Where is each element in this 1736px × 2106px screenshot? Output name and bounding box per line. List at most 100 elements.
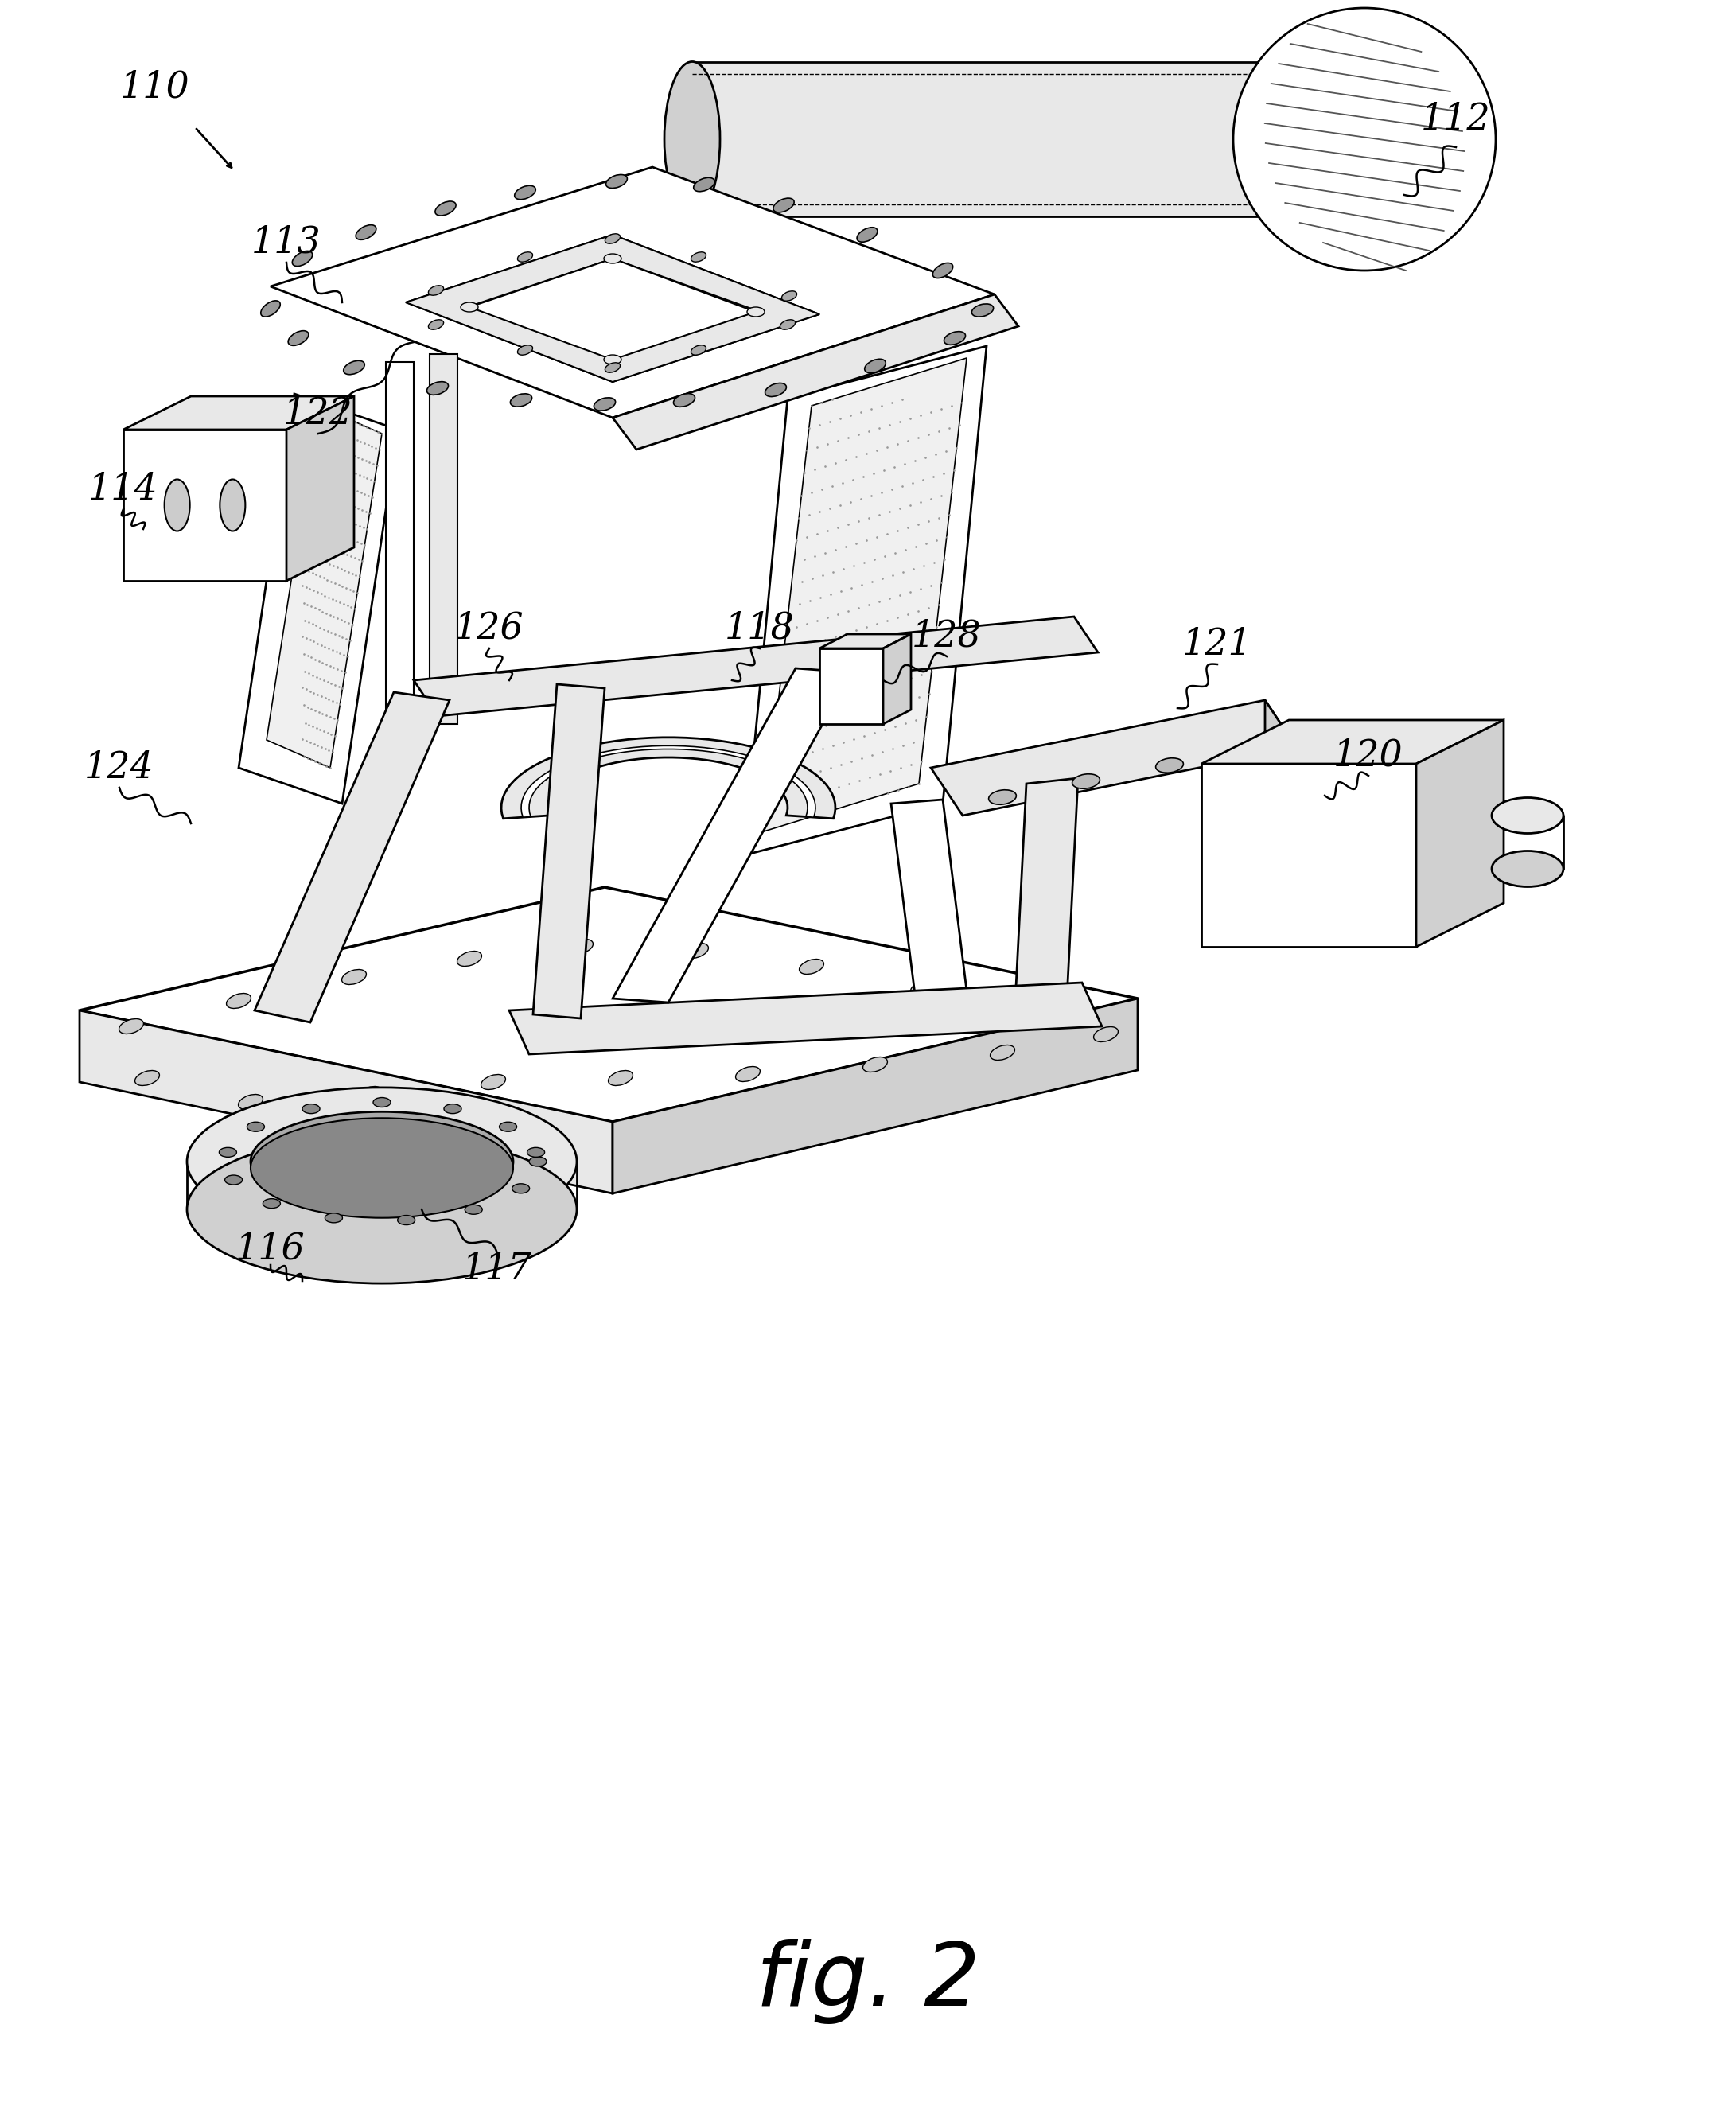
Polygon shape [413, 617, 1097, 716]
Ellipse shape [226, 994, 252, 1009]
Text: 117: 117 [462, 1251, 533, 1287]
Polygon shape [502, 737, 835, 819]
Polygon shape [1201, 764, 1417, 948]
Polygon shape [271, 166, 995, 417]
Ellipse shape [691, 345, 707, 356]
Ellipse shape [517, 345, 533, 356]
Ellipse shape [779, 320, 795, 329]
Ellipse shape [674, 394, 694, 406]
Ellipse shape [120, 1019, 144, 1034]
Ellipse shape [219, 1148, 236, 1156]
Ellipse shape [528, 1148, 545, 1156]
Ellipse shape [187, 1087, 576, 1236]
Text: 112: 112 [1422, 101, 1491, 137]
Ellipse shape [799, 958, 825, 975]
Polygon shape [613, 668, 851, 1002]
Text: 118: 118 [726, 611, 795, 647]
Ellipse shape [988, 790, 1016, 804]
Polygon shape [255, 693, 450, 1021]
Polygon shape [80, 1011, 613, 1194]
Ellipse shape [356, 225, 377, 240]
Text: 128: 128 [911, 619, 981, 655]
Polygon shape [1201, 720, 1503, 764]
Polygon shape [469, 259, 755, 360]
Polygon shape [509, 984, 1102, 1055]
Ellipse shape [429, 286, 444, 295]
Ellipse shape [373, 1097, 391, 1108]
Ellipse shape [604, 255, 621, 263]
Ellipse shape [457, 952, 481, 967]
Ellipse shape [1073, 773, 1101, 788]
Text: fig. 2: fig. 2 [755, 1938, 981, 2024]
Ellipse shape [766, 383, 786, 396]
Ellipse shape [858, 227, 877, 242]
Polygon shape [429, 354, 458, 724]
Ellipse shape [288, 331, 309, 345]
Polygon shape [819, 649, 884, 724]
Ellipse shape [481, 1074, 505, 1089]
Ellipse shape [465, 1205, 483, 1215]
Ellipse shape [260, 301, 279, 316]
Polygon shape [469, 259, 755, 358]
Ellipse shape [691, 253, 707, 261]
Ellipse shape [694, 177, 715, 192]
Ellipse shape [863, 1057, 887, 1072]
Ellipse shape [165, 480, 189, 531]
Ellipse shape [325, 1213, 342, 1224]
Ellipse shape [517, 253, 533, 261]
Ellipse shape [608, 1070, 634, 1085]
Ellipse shape [604, 354, 621, 364]
Ellipse shape [512, 1184, 529, 1194]
Text: 113: 113 [252, 225, 321, 261]
Ellipse shape [604, 234, 620, 244]
Ellipse shape [250, 1118, 514, 1217]
Ellipse shape [594, 398, 616, 411]
Ellipse shape [529, 1156, 547, 1167]
Ellipse shape [990, 1045, 1016, 1059]
Polygon shape [238, 394, 398, 804]
Text: 124: 124 [85, 750, 155, 786]
Ellipse shape [436, 202, 457, 215]
Ellipse shape [429, 320, 444, 329]
Ellipse shape [238, 1095, 262, 1110]
Ellipse shape [773, 198, 793, 213]
Ellipse shape [358, 1087, 382, 1101]
Ellipse shape [944, 331, 965, 345]
Circle shape [1233, 8, 1496, 270]
Ellipse shape [135, 1070, 160, 1085]
Ellipse shape [262, 1198, 281, 1209]
Polygon shape [123, 430, 286, 581]
Ellipse shape [972, 303, 993, 316]
Text: 122: 122 [283, 396, 352, 432]
Polygon shape [613, 998, 1137, 1194]
Ellipse shape [500, 1122, 517, 1131]
Polygon shape [884, 634, 911, 724]
Text: 126: 126 [455, 611, 524, 647]
Polygon shape [267, 406, 382, 769]
Text: 120: 120 [1333, 737, 1403, 773]
Ellipse shape [1094, 1028, 1118, 1042]
Polygon shape [745, 345, 986, 855]
Polygon shape [764, 358, 967, 832]
Ellipse shape [342, 969, 366, 986]
Ellipse shape [606, 175, 627, 187]
Ellipse shape [292, 251, 312, 265]
Ellipse shape [1491, 851, 1564, 887]
Ellipse shape [460, 303, 477, 312]
Polygon shape [80, 887, 1137, 1122]
Ellipse shape [865, 358, 885, 373]
Ellipse shape [911, 981, 936, 996]
Ellipse shape [781, 291, 797, 301]
Ellipse shape [604, 362, 620, 373]
Ellipse shape [220, 480, 245, 531]
Polygon shape [385, 362, 413, 733]
Polygon shape [930, 699, 1297, 815]
Polygon shape [891, 800, 970, 1026]
Ellipse shape [684, 943, 708, 958]
Text: 110: 110 [120, 69, 189, 105]
Ellipse shape [226, 1175, 243, 1186]
Ellipse shape [932, 263, 953, 278]
Polygon shape [406, 234, 819, 381]
Ellipse shape [514, 185, 536, 200]
Polygon shape [819, 634, 911, 649]
